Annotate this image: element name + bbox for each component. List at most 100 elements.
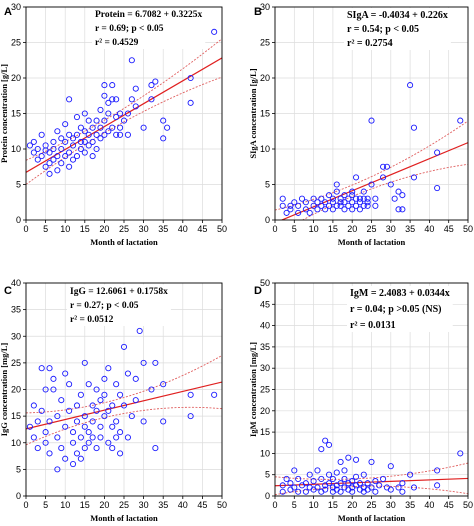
data-point	[279, 195, 286, 202]
data-point	[101, 82, 108, 89]
data-point	[128, 96, 135, 103]
data-point	[310, 202, 317, 209]
y-tick-label: 5	[265, 180, 270, 190]
data-point	[101, 117, 108, 124]
data-point	[89, 402, 96, 409]
confidence-band-upper	[26, 38, 222, 161]
data-point	[117, 429, 124, 436]
data-point	[341, 199, 348, 206]
data-point	[109, 445, 116, 452]
data-point	[356, 480, 363, 487]
data-point	[341, 467, 348, 474]
data-point	[69, 429, 77, 436]
y-axis-label: IgM concentration [mg/L]	[248, 342, 258, 437]
x-tick-label: 15	[80, 224, 90, 234]
panel-letter: A	[4, 6, 12, 18]
data-point	[325, 202, 333, 209]
data-point	[360, 471, 367, 478]
annotation-line: r² = 0.0512	[70, 315, 114, 325]
x-tick-label: 25	[366, 500, 376, 510]
regression-group	[26, 293, 222, 473]
annotation-line: r = 0.04; p >0.05 (NS)	[350, 304, 442, 315]
data-point	[410, 174, 418, 181]
data-point	[376, 482, 383, 489]
data-point	[62, 423, 69, 430]
data-point	[434, 184, 441, 192]
x-tick-label: 45	[197, 224, 207, 234]
y-tick-label: 30	[260, 363, 270, 373]
data-point	[287, 480, 294, 487]
data-point	[325, 192, 333, 199]
data-point	[117, 110, 124, 117]
data-point	[457, 117, 464, 124]
data-point	[105, 110, 112, 117]
data-point	[356, 199, 363, 206]
data-point	[395, 206, 402, 213]
x-tick-label: 50	[217, 500, 227, 510]
data-point	[364, 199, 371, 206]
data-point	[69, 156, 77, 163]
data-point	[30, 138, 37, 145]
data-point	[325, 480, 333, 487]
data-point	[306, 471, 313, 478]
data-point	[69, 135, 77, 142]
data-point	[89, 138, 96, 145]
data-point	[128, 413, 135, 420]
data-point	[333, 202, 340, 209]
x-tick-label: 0	[23, 500, 28, 510]
x-tick-label: 0	[272, 224, 277, 234]
y-tick-label: 0	[16, 491, 21, 501]
data-point	[164, 124, 171, 131]
x-tick-label: 30	[139, 500, 149, 510]
data-point	[353, 202, 360, 209]
y-tick-label: 0	[16, 215, 21, 225]
data-point	[81, 413, 88, 420]
data-point	[349, 188, 356, 195]
x-tick-label: 35	[405, 500, 415, 510]
data-point	[38, 153, 45, 160]
data-point	[387, 463, 394, 470]
data-point	[101, 375, 108, 382]
data-point	[109, 402, 116, 409]
data-point	[89, 124, 96, 131]
y-tick-label: 5	[16, 464, 21, 474]
data-point	[117, 450, 124, 457]
data-point	[187, 99, 194, 106]
data-point	[42, 142, 49, 149]
data-point	[410, 484, 418, 491]
data-point	[81, 359, 88, 366]
y-tick-label: 10	[11, 438, 21, 448]
confidence-band-upper	[26, 355, 222, 414]
x-axis-label: Month of lactation	[338, 237, 406, 247]
data-point	[337, 195, 344, 202]
data-point	[160, 381, 167, 388]
x-tick-label: 45	[444, 500, 454, 510]
data-point	[160, 117, 167, 124]
data-point	[322, 486, 329, 493]
data-point	[160, 135, 167, 142]
regression-line	[26, 381, 222, 430]
data-point	[46, 418, 53, 425]
data-point	[314, 484, 321, 491]
data-point	[62, 153, 69, 160]
x-tick-label: 30	[386, 500, 396, 510]
regression-annotation: SIgA = -0.4034 + 0.226x r = 0.54; p < 0.0…	[344, 8, 451, 50]
x-tick-label: 35	[405, 224, 415, 234]
annotation-background	[92, 7, 206, 49]
y-tick-label: 20	[260, 73, 270, 83]
confidence-band-upper	[275, 120, 468, 211]
data-point	[349, 199, 356, 206]
data-point	[387, 486, 394, 493]
annotation-background	[67, 284, 171, 326]
data-point	[113, 418, 120, 425]
data-point	[345, 195, 352, 202]
y-tick-label: 35	[11, 305, 21, 315]
data-point	[372, 488, 379, 495]
x-tick-label: 25	[119, 500, 129, 510]
annotation-line: r = 0.54; p < 0.05	[347, 24, 419, 35]
data-point	[50, 145, 57, 153]
annotation-line: Protein = 6.7082 + 0.3225x	[95, 10, 202, 20]
y-tick-label: 15	[11, 411, 21, 421]
data-point	[160, 418, 167, 425]
y-tick-label: 25	[11, 38, 21, 48]
